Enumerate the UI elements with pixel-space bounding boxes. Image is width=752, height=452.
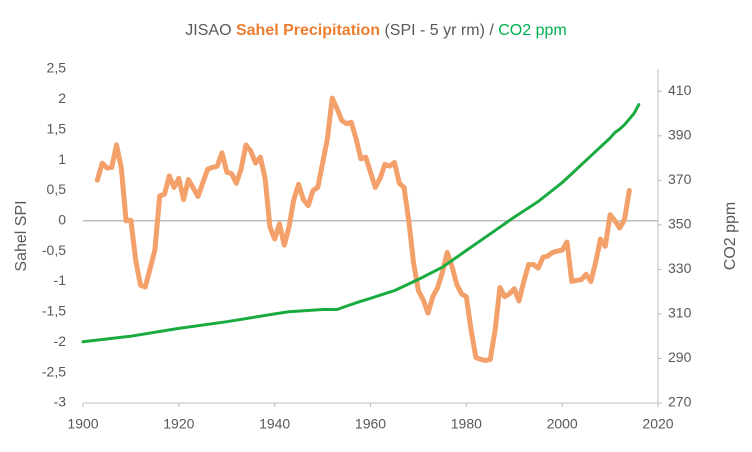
y2-tick-label: 350	[668, 216, 692, 232]
y-tick-label: 2,5	[47, 60, 67, 76]
y2-tick-label: 330	[668, 260, 692, 276]
y-tick-label: 0,5	[47, 181, 67, 197]
title-part: CO2 ppm	[498, 22, 566, 39]
y2-tick-label: 370	[668, 171, 692, 187]
x-tick-label: 2000	[547, 416, 578, 432]
series-line	[94, 95, 632, 363]
y2-tick-label: 290	[668, 349, 692, 365]
y-tick-label: 1,5	[47, 120, 67, 136]
title-part: (SPI - 5 yr rm) /	[384, 22, 494, 39]
y-tick-label: -2	[54, 333, 67, 349]
x-tick-label: 1900	[67, 416, 98, 432]
series-line	[81, 103, 641, 344]
y2-tick-label: 270	[668, 394, 692, 410]
chart-title: JISAO Sahel Precipitation (SPI - 5 yr rm…	[185, 22, 566, 39]
title-part: JISAO	[185, 22, 231, 39]
y-tick-label: -2,5	[42, 363, 66, 379]
y2-axis-label: CO2 ppm	[722, 202, 739, 270]
y-tick-label: 0	[58, 212, 66, 228]
x-tick-label: 1920	[163, 416, 194, 432]
x-tick-label: 2020	[642, 416, 673, 432]
x-tick-label: 1980	[451, 416, 482, 432]
y2-tick-label: 310	[668, 305, 692, 321]
y-tick-label: -1,5	[42, 303, 66, 319]
y2-tick-label: 410	[668, 82, 692, 98]
y-tick-label: -1	[54, 272, 67, 288]
x-tick-label: 1940	[259, 416, 290, 432]
y-axis-label: Sahel SPI	[13, 200, 30, 271]
title-part: Sahel Precipitation	[236, 22, 380, 39]
x-tick-label: 1960	[355, 416, 386, 432]
y-tick-label: 2	[58, 90, 66, 106]
y-tick-label: 1	[58, 151, 66, 167]
y-tick-label: -0,5	[42, 242, 66, 258]
y-tick-label: -3	[54, 394, 67, 410]
y2-tick-label: 390	[668, 127, 692, 143]
